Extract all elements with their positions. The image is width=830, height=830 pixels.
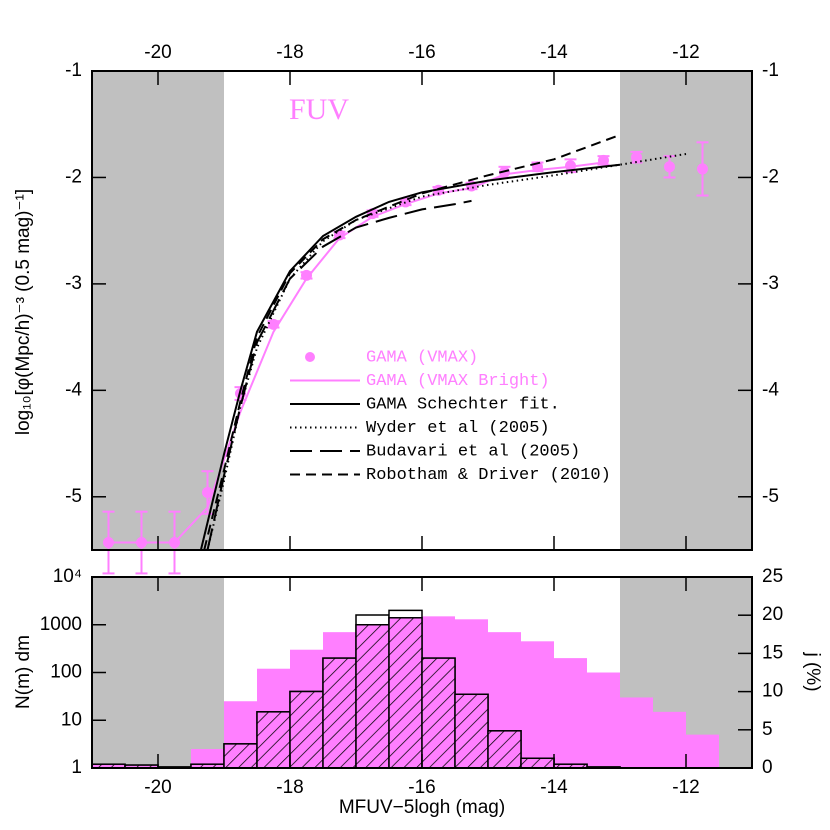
data-point	[598, 154, 609, 166]
x-axis-label: MFUV−5logh (mag)	[339, 797, 505, 818]
y2-tick-label: 20	[762, 604, 783, 625]
y-tick-label: 1000	[40, 614, 82, 635]
y-axis-label: log₁₀[φ(Mpc/h)⁻³ (0.5 mag)⁻¹]	[13, 189, 34, 435]
excluded-region	[620, 71, 752, 550]
y2-tick-label: 10	[762, 681, 783, 702]
histogram-bar	[191, 748, 224, 768]
data-point	[565, 160, 576, 172]
x-tick-label: -16	[408, 42, 435, 63]
data-point	[697, 163, 708, 175]
histogram-bar	[355, 624, 390, 769]
y-tick-label: -2	[65, 166, 82, 187]
histogram-bar	[620, 697, 653, 768]
x-tick-label: -16	[408, 777, 435, 798]
histogram-bar	[521, 641, 554, 768]
data-point	[664, 161, 675, 173]
histogram-bar	[223, 743, 258, 769]
y-tick-label: -4	[65, 379, 82, 400]
y2-tick-label: 25	[762, 566, 783, 587]
legend-label: GAMA Schechter fit.	[366, 395, 560, 414]
legend-label: Budavari et al (2005)	[366, 442, 580, 461]
excluded-region	[92, 577, 224, 768]
y-tick-label: -5	[65, 486, 82, 507]
histogram-bar	[653, 711, 686, 768]
y2-tick-label: 0	[762, 757, 773, 778]
data-point	[301, 269, 312, 281]
x-tick-label: -14	[540, 777, 568, 798]
curve	[199, 163, 621, 551]
legend-label: Robotham & Driver (2010)	[366, 466, 611, 485]
legend-label: GAMA (VMAX)	[366, 348, 478, 367]
histogram-bar	[388, 617, 423, 769]
y-tick-label: 100	[50, 662, 82, 683]
x-tick-label: -18	[276, 777, 303, 798]
y-tick-label: -4	[762, 379, 779, 400]
plot-frame	[91, 70, 753, 551]
histogram-bar	[454, 693, 489, 769]
histogram-bar	[256, 711, 291, 769]
x-tick-label: -14	[540, 42, 568, 63]
excluded-region	[92, 71, 224, 550]
y-tick-label: 1	[71, 757, 82, 778]
curve	[203, 133, 621, 551]
histogram-bar	[520, 757, 555, 769]
y-tick-label: -3	[762, 273, 779, 294]
histogram-bar	[322, 657, 357, 769]
y-tick-label: -1	[65, 60, 82, 81]
y2-tick-label: 15	[762, 642, 783, 663]
y2-tick-label: 5	[762, 719, 773, 740]
y-axis-label: N(m) dm	[13, 635, 34, 709]
legend-marker	[305, 352, 315, 362]
legend-label: GAMA (VMAX Bright)	[366, 372, 550, 391]
x-tick-label: -12	[672, 42, 699, 63]
y-tick-label: -5	[762, 486, 779, 507]
curve	[206, 199, 472, 551]
x-tick-label: -12	[672, 777, 699, 798]
plot-frame	[91, 576, 753, 769]
histogram-bar	[686, 734, 719, 768]
y-tick-label: 10	[61, 709, 82, 730]
y-tick-label: -2	[762, 166, 779, 187]
x-tick-label: -18	[276, 42, 303, 63]
data-point	[202, 487, 213, 499]
y-tick-label: -1	[762, 60, 779, 81]
histogram-bar	[587, 672, 620, 768]
x-tick-label: -20	[144, 777, 171, 798]
histogram-bar	[421, 657, 456, 769]
histogram-bar	[554, 658, 587, 768]
y-tick-label: -3	[65, 273, 82, 294]
y2-axis-label: j (%)	[802, 651, 823, 691]
panel-label: FUV	[289, 93, 349, 126]
histogram-bar	[487, 730, 522, 769]
y-tick-label: 10⁴	[53, 566, 82, 587]
data-point	[631, 151, 642, 163]
legend-label: Wyder et al (2005)	[366, 419, 550, 438]
histogram-bar	[289, 690, 324, 769]
x-tick-label: -20	[144, 42, 171, 63]
